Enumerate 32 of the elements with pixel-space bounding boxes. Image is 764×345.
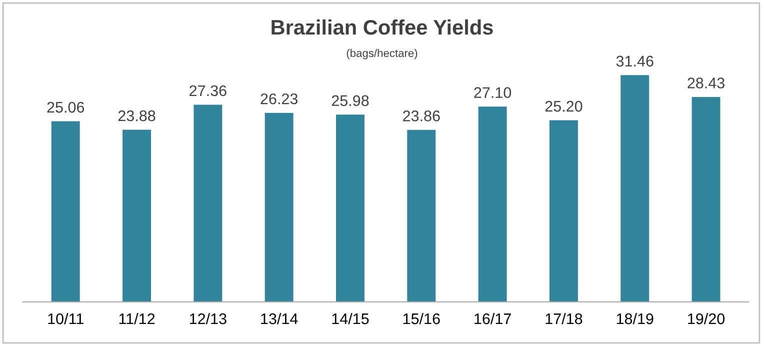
- data-label: 31.46: [616, 56, 654, 67]
- chart-subtitle: (bags/hectare): [346, 48, 418, 60]
- bar: [194, 104, 222, 302]
- bar: [51, 121, 80, 302]
- data-label: 25.06: [47, 102, 84, 113]
- bar: [620, 75, 650, 302]
- x-tick-label: 10/11: [48, 312, 84, 324]
- bar: [336, 114, 364, 302]
- x-tick-label: 11/12: [119, 312, 155, 324]
- bar: [407, 130, 436, 302]
- bar: [264, 112, 294, 302]
- x-tick-label: 14/15: [332, 312, 369, 324]
- x-tick-label: 15/16: [403, 312, 440, 324]
- x-tick-label: 13/14: [261, 312, 298, 324]
- chart-title: Brazilian Coffee Yields: [272, 19, 493, 35]
- data-label: 23.88: [118, 110, 156, 122]
- bar: [122, 130, 151, 302]
- x-tick-label: 19/20: [688, 312, 725, 324]
- data-label: 25.20: [545, 100, 582, 112]
- data-label: 25.98: [332, 95, 369, 106]
- bar: [478, 106, 507, 302]
- x-tick-label: 17/18: [546, 312, 582, 324]
- bar: [692, 96, 720, 302]
- bar: [549, 120, 578, 302]
- x-tick-label: 18/19: [616, 312, 654, 324]
- x-tick-label: 16/17: [474, 312, 511, 324]
- data-label: 27.36: [190, 85, 226, 96]
- data-label: 26.23: [260, 93, 298, 104]
- data-label: 23.86: [403, 110, 440, 122]
- data-label: 28.43: [688, 78, 724, 88]
- data-label: 27.10: [474, 87, 512, 98]
- x-tick-label: 12/13: [190, 312, 226, 324]
